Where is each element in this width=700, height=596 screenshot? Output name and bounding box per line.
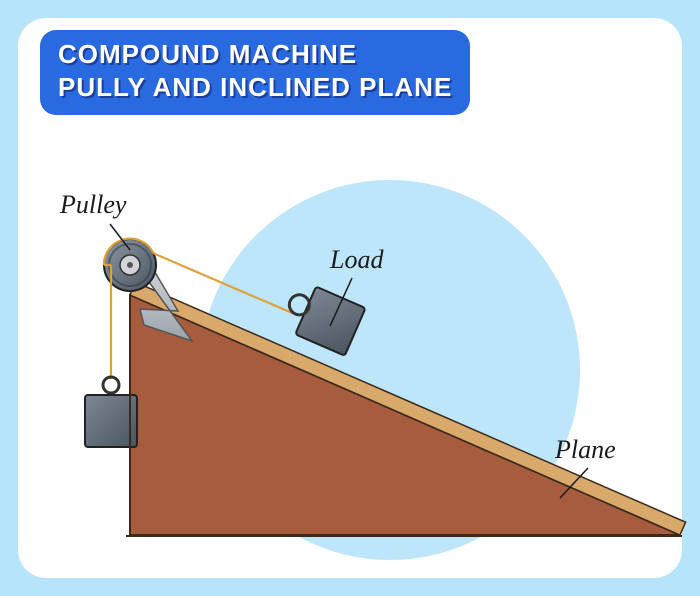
title-line-1: Compound Machine [58, 38, 452, 71]
title-line-2: Pully and Inclined Plane [58, 71, 452, 104]
title-banner: Compound Machine Pully and Inclined Plan… [40, 30, 470, 115]
label-plane: Plane [555, 435, 616, 465]
label-pulley: Pulley [60, 190, 126, 220]
label-load: Load [330, 245, 383, 275]
outer-frame: Compound Machine Pully and Inclined Plan… [0, 0, 700, 596]
